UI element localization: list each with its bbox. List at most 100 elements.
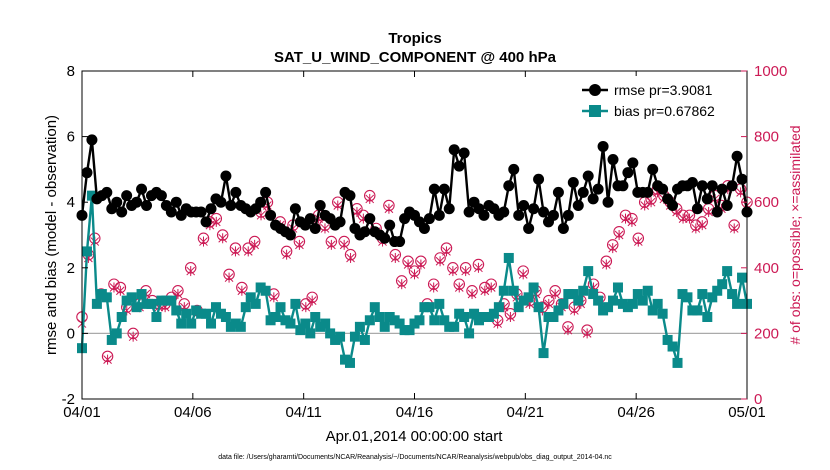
obs-assimilated-point [601, 259, 611, 270]
bias-point [270, 312, 281, 322]
rmse-point [443, 203, 455, 215]
obs-assimilated-point [678, 213, 688, 224]
bias-point [523, 292, 534, 303]
bias-point [250, 298, 261, 309]
bias-point [429, 315, 440, 326]
bias-point [166, 295, 177, 306]
y-tick-label-right: 800 [754, 129, 779, 146]
obs-assimilated-point [128, 331, 138, 342]
rmse-point [463, 206, 475, 218]
bias-point [667, 341, 678, 352]
y-tick-label-right: 200 [754, 325, 779, 342]
rmse-point [344, 190, 356, 202]
y-tick-label-right: 400 [754, 260, 779, 277]
bias-point [414, 315, 425, 326]
rmse-point [547, 209, 559, 221]
rmse-point [195, 206, 207, 218]
y-ticks-right: 0 200 400 600 800 1000 [741, 63, 787, 408]
bias-point [201, 308, 212, 319]
y-tick-label-right: 0 [754, 391, 762, 408]
bias-point [469, 308, 480, 319]
bias-point [171, 305, 182, 316]
bias-point [632, 289, 643, 300]
bias-point [578, 285, 589, 296]
bias-point [627, 298, 638, 309]
rmse-point [731, 150, 743, 162]
obs-assimilated-point [506, 312, 515, 322]
rmse-point [225, 199, 237, 211]
bias-point [558, 298, 569, 309]
rmse-point [418, 222, 430, 234]
bias-point [379, 321, 390, 332]
y-tick-label: 2 [67, 260, 75, 277]
obs-assimilated-point [442, 246, 451, 257]
rmse-point [309, 222, 321, 234]
rmse-point [597, 140, 609, 152]
obs-assimilated-point [333, 200, 343, 211]
y-tick-label-right: 1000 [754, 63, 787, 80]
obs-assimilated-point [614, 230, 624, 240]
obs-assimilated-point [493, 318, 502, 329]
rmse-point [518, 199, 530, 211]
rmse-point [334, 216, 346, 228]
rmse-point [453, 160, 465, 172]
bias-point [126, 292, 137, 303]
bias-point [712, 285, 723, 296]
obs-assimilated-point [461, 266, 471, 277]
bias-point [131, 302, 142, 313]
bias-point [349, 331, 360, 342]
obs-assimilated-point [295, 239, 304, 250]
bias-point [116, 312, 127, 322]
rmse-point [86, 134, 98, 146]
bias-point [220, 312, 231, 322]
bias-point [434, 298, 445, 309]
bias-point [568, 289, 579, 300]
x-tick-label: 04/01 [63, 404, 101, 421]
obs-assimilated-point [397, 279, 407, 290]
x-axis-label: Apr.01,2014 00:00:00 start [326, 428, 504, 445]
bias-point [608, 295, 619, 306]
rmse-point [433, 209, 445, 221]
rmse-point [706, 180, 718, 192]
rmse-point [101, 186, 113, 198]
obs-assimilated-point [627, 216, 637, 227]
bias-point [305, 328, 316, 339]
rmse-point [304, 213, 316, 225]
obs-assimilated-point [186, 266, 196, 277]
y-axis-label-left: rmse and bias (model - observation) [43, 115, 60, 355]
bias-point [662, 334, 673, 345]
chart-subtitle: SAT_U_WIND_COMPONENT @ 400 hPa [274, 49, 557, 66]
y-tick-label: -2 [62, 391, 75, 408]
x-tick-label: 04/21 [507, 404, 545, 421]
obs-assimilated-point [416, 259, 426, 270]
bias-point [642, 285, 653, 296]
obs-assimilated-point [697, 220, 707, 231]
y-tick-label: 0 [67, 325, 75, 342]
x-tick-label: 04/06 [174, 404, 212, 421]
obs-assimilated-point [518, 269, 528, 280]
obs-assimilated-point [211, 216, 221, 227]
obs-assimilated-point [346, 252, 355, 263]
rmse-point [448, 144, 460, 156]
obs-assimilated-point [633, 236, 643, 247]
obs-assimilated-point [109, 282, 119, 293]
obs-assimilated-point [103, 354, 112, 365]
obs-assimilated-point [116, 285, 125, 296]
rmse-point [205, 203, 217, 215]
rmse-point [627, 157, 639, 169]
rmse-point [121, 190, 133, 202]
bias-point [106, 334, 117, 345]
rmse-point [721, 199, 733, 211]
rmse-point [508, 163, 520, 175]
bias-point [335, 331, 346, 342]
y-tick-label-right: 600 [754, 194, 779, 211]
rmse-point [567, 177, 579, 189]
bias-point [404, 325, 415, 336]
y-ticks-left: -2 0 2 4 6 8 [62, 63, 88, 408]
bias-point [186, 318, 197, 329]
bias-point [275, 302, 286, 313]
rmse-point [592, 183, 604, 195]
rmse-point [165, 206, 177, 218]
bias-point [493, 302, 504, 313]
